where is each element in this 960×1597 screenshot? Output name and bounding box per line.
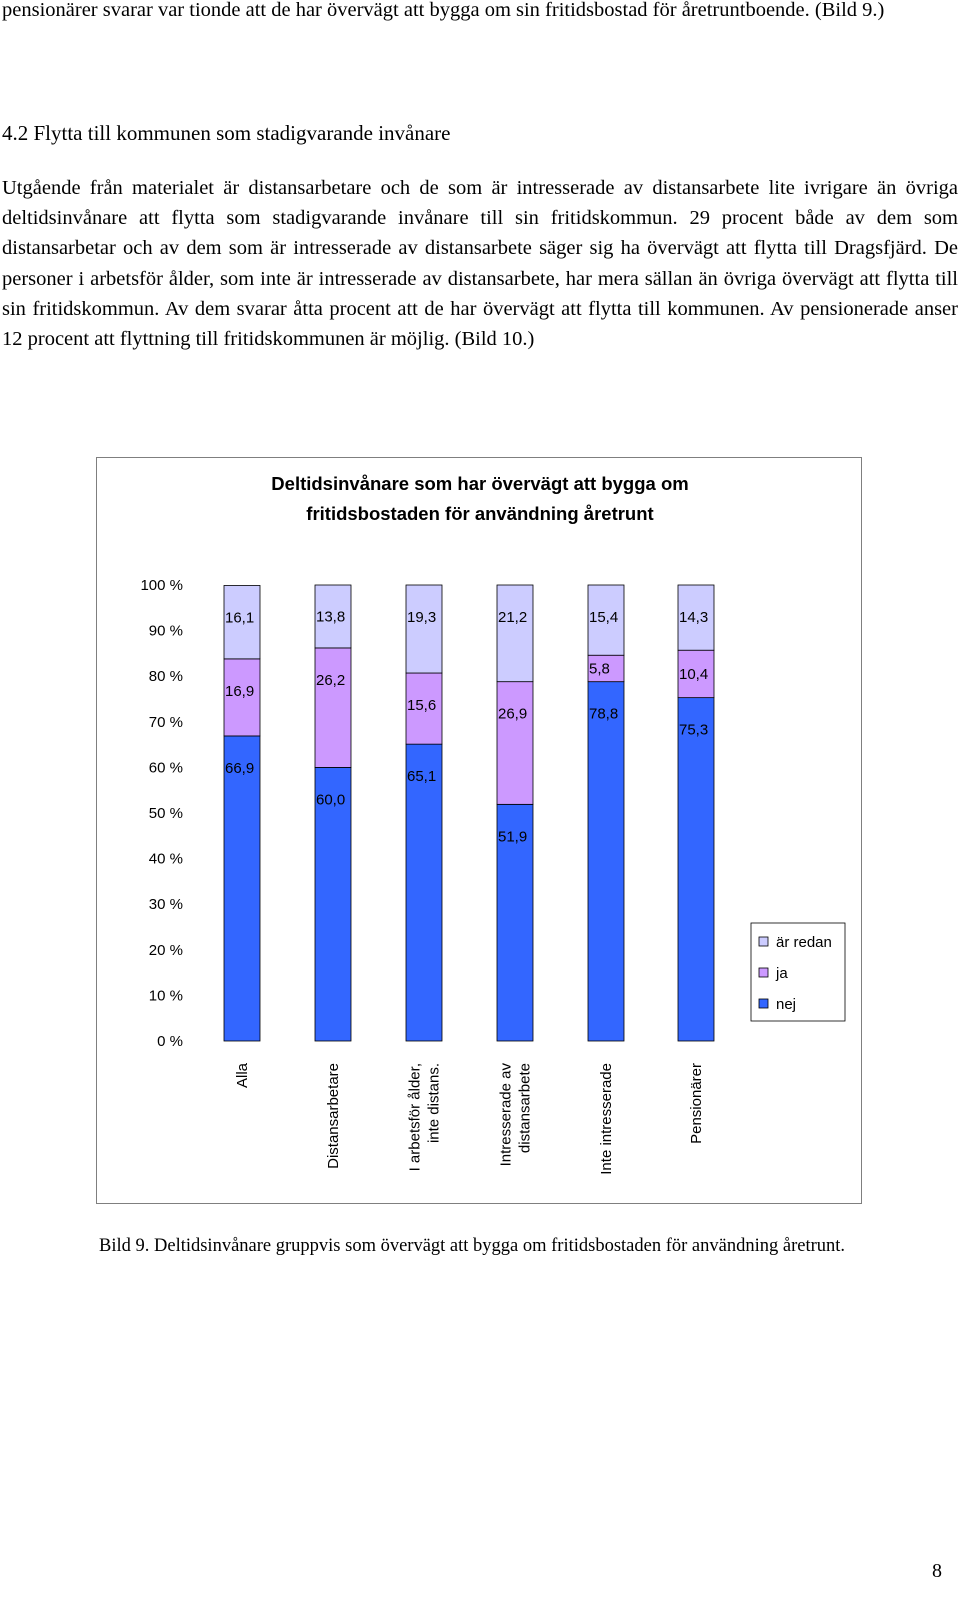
legend-swatch <box>758 936 769 947</box>
legend-label: är redan <box>776 934 832 951</box>
data-label: 21,2 <box>498 609 527 626</box>
bar-segment-är-redan <box>677 584 715 651</box>
legend-swatch <box>758 967 769 978</box>
data-label: 26,2 <box>316 672 345 689</box>
y-tick-label: 20 % <box>149 942 183 959</box>
bar-segment-ja <box>314 647 352 768</box>
bar-segment-är-redan <box>405 584 443 674</box>
figure-caption: Bild 9. Deltidsinvånare gruppvis som öve… <box>99 1236 846 1256</box>
chart-title-line-1: Deltidsinvånare som har övervägt att byg… <box>271 473 689 494</box>
y-tick-label: 10 % <box>149 987 183 1004</box>
bar-segment-är-redan <box>496 584 534 683</box>
bar-segment-ja <box>223 658 261 737</box>
data-label: 78,8 <box>589 706 618 723</box>
legend-label: ja <box>775 965 788 982</box>
y-tick-label: 30 % <box>149 896 183 913</box>
y-tick-label: 70 % <box>149 714 183 731</box>
legend-swatch <box>758 998 769 1009</box>
data-label: 5,8 <box>589 660 610 677</box>
y-tick-label: 100 % <box>140 577 183 594</box>
y-tick-label: 90 % <box>149 623 183 640</box>
bar-segment-nej <box>677 697 715 1042</box>
data-label: 13,8 <box>316 608 345 625</box>
y-tick-label: 50 % <box>149 805 183 822</box>
data-label: 16,9 <box>225 683 254 700</box>
section-heading: 4.2 Flytta till kommunen som stadigvaran… <box>2 121 451 145</box>
data-label: 51,9 <box>498 828 527 845</box>
y-tick-label: 40 % <box>149 851 183 868</box>
bar-segment-är-redan <box>587 584 625 656</box>
top-paragraph: pensionärer svarar var tionde att de har… <box>2 0 885 21</box>
data-label: 19,3 <box>407 609 436 626</box>
bar-segment-är-redan <box>223 585 261 660</box>
data-label: 15,4 <box>589 609 618 626</box>
data-label: 14,3 <box>679 609 708 626</box>
legend-label: nej <box>776 996 796 1013</box>
bar-segment-ja <box>677 649 715 699</box>
data-label: 60,0 <box>316 791 345 808</box>
stacked-bar-chart: 0 % 10 % 20 % 30 % 40 % 50 % 60 % 70 % 80 % 90 % 1… <box>140 577 846 1175</box>
y-tick-label: 0 % <box>157 1033 183 1050</box>
bar-segment-ja <box>496 681 534 805</box>
bar-segment-nej <box>314 766 352 1042</box>
category-label: distansarbete <box>517 1063 534 1153</box>
page-number: 8 <box>932 1560 942 1582</box>
category-label: I arbetsför ålder, <box>407 1063 424 1171</box>
data-label: 16,1 <box>225 609 254 626</box>
main-paragraph: Utgående från materialet är distansarbet… <box>2 177 958 351</box>
category-label: Alla <box>234 1062 251 1088</box>
bar-segment-nej <box>405 743 443 1042</box>
chart-title-line-2: fritidsbostaden för användning åretrunt <box>306 503 654 524</box>
y-tick-label: 80 % <box>149 668 183 685</box>
bar-segment-nej <box>223 735 261 1042</box>
category-label: inte distans. <box>426 1063 443 1143</box>
category-label: Pensionärer <box>688 1063 705 1144</box>
category-label: Distansarbetare <box>325 1063 342 1169</box>
data-label: 15,6 <box>407 697 436 714</box>
bar-segment-är-redan <box>314 584 352 649</box>
data-label: 10,4 <box>679 666 708 683</box>
data-label: 75,3 <box>679 722 708 739</box>
data-label: 66,9 <box>225 760 254 777</box>
category-label: Intresserade av <box>498 1063 515 1167</box>
chart-frame: Deltidsinvånare som har övervägt att byg… <box>96 457 862 1204</box>
bar-segment-nej <box>587 681 625 1042</box>
category-label: Inte intresserade <box>598 1063 615 1175</box>
data-label: 65,1 <box>407 768 436 785</box>
y-tick-label: 60 % <box>149 759 183 776</box>
data-label: 26,9 <box>498 706 527 723</box>
